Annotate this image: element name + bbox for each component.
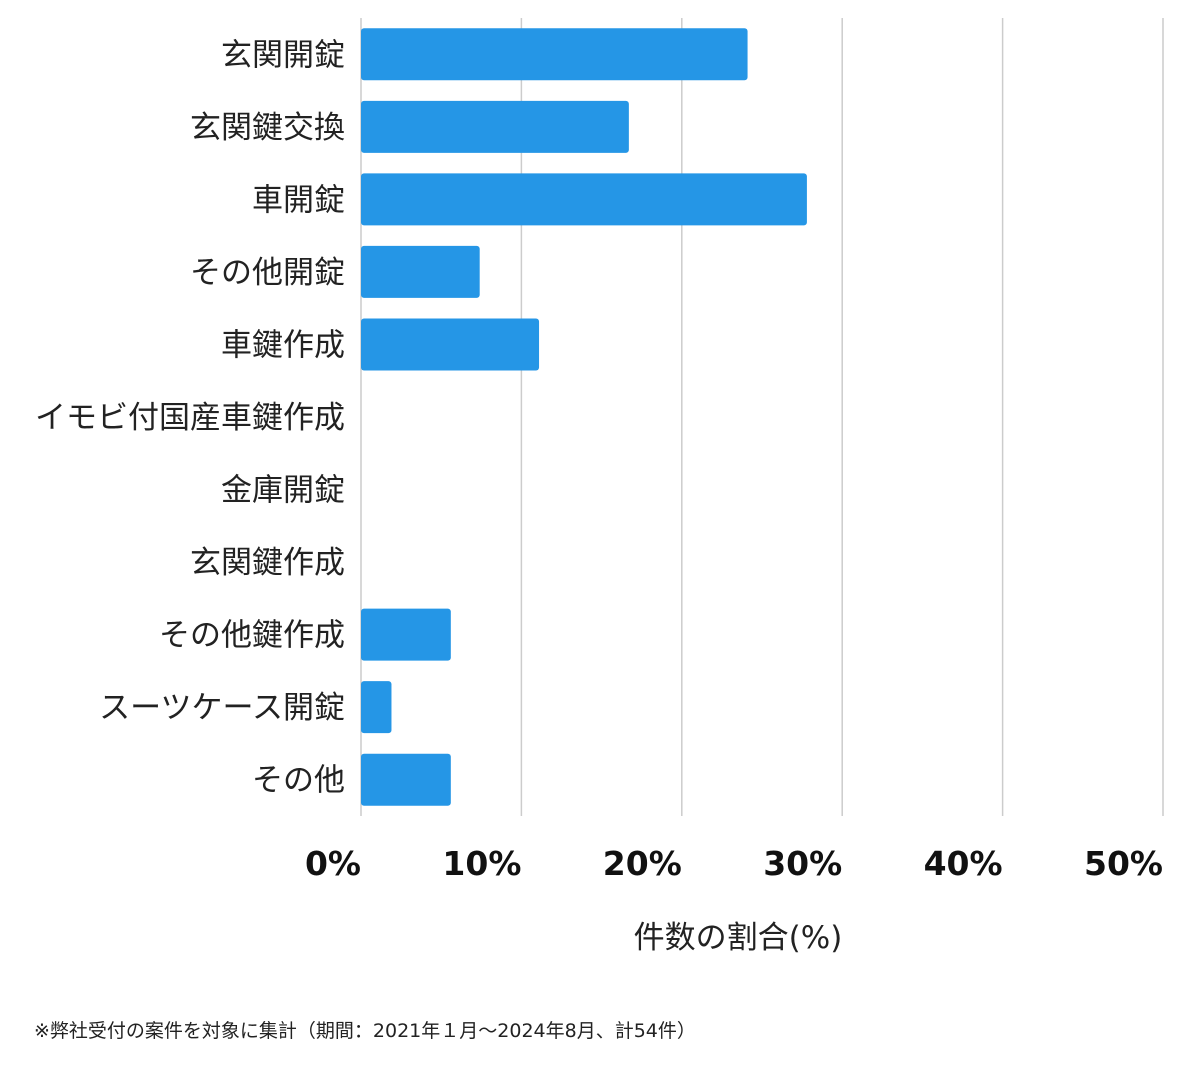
category-label: 金庫開錠 <box>221 473 345 509</box>
bar <box>361 681 392 734</box>
bar <box>361 173 807 226</box>
category-label: 玄関鍵交換 <box>190 110 345 146</box>
x-tick-label: 10% <box>442 844 521 883</box>
bar <box>361 753 451 806</box>
x-axis-title: 件数の割合(%) <box>634 920 843 956</box>
bar <box>361 100 629 153</box>
footnote: ※弊社受付の案件を対象に集計（期間：2021年１月〜2024年8月、計54件） <box>34 1020 696 1042</box>
x-tick-labels: 0% 10% 20% 30% 40% 50% <box>305 844 1163 883</box>
category-label: その他鍵作成 <box>159 618 345 654</box>
bar <box>361 245 480 298</box>
category-label: 車開錠 <box>252 182 345 218</box>
x-tick-label: 20% <box>603 844 682 883</box>
category-label: その他開錠 <box>190 255 345 291</box>
category-label: 車鍵作成 <box>221 327 345 363</box>
category-label: その他 <box>252 763 345 799</box>
category-label: 玄関開錠 <box>221 37 345 73</box>
category-label: スーツケース開錠 <box>99 690 345 726</box>
x-tick-label: 30% <box>763 844 842 883</box>
bar-chart: 玄関開錠玄関鍵交換車開錠その他開錠車鍵作成イモビ付国産車鍵作成金庫開錠玄関鍵作成… <box>35 18 1164 956</box>
x-tick-label: 40% <box>924 844 1003 883</box>
bar <box>361 608 451 661</box>
category-labels: 玄関開錠玄関鍵交換車開錠その他開錠車鍵作成イモビ付国産車鍵作成金庫開錠玄関鍵作成… <box>35 37 345 798</box>
bar <box>361 28 748 81</box>
x-tick-label: 50% <box>1084 844 1163 883</box>
category-label: イモビ付国産車鍵作成 <box>35 400 345 436</box>
x-tick-label: 0% <box>305 844 361 883</box>
bars <box>361 28 807 806</box>
bar <box>361 318 540 371</box>
category-label: 玄関鍵作成 <box>190 545 345 581</box>
